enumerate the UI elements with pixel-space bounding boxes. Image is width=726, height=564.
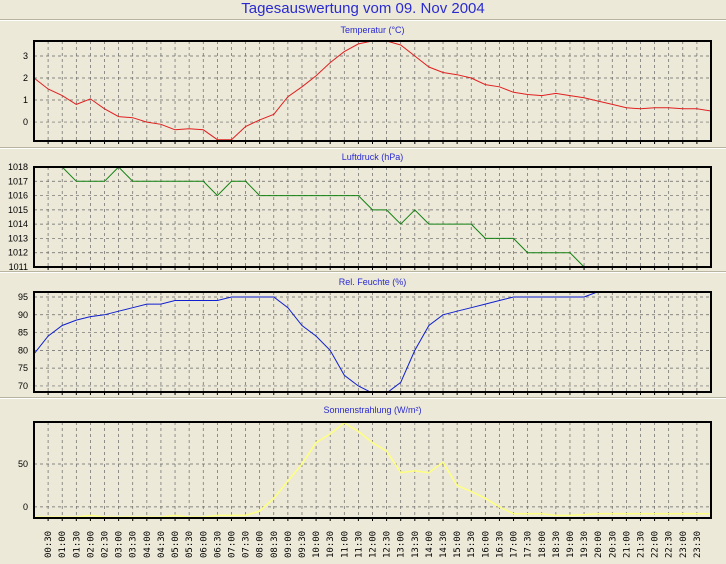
x-tick-label: 18:00 — [538, 531, 548, 558]
x-tick-label: 08:30 — [270, 531, 280, 558]
x-tick-label: 12:30 — [383, 531, 393, 558]
x-tick-label: 07:00 — [227, 531, 237, 558]
x-tick-label: 12:00 — [369, 531, 379, 558]
x-tick-label: 05:30 — [185, 531, 195, 558]
x-tick-label: 17:30 — [524, 531, 534, 558]
x-tick-label: 01:00 — [58, 531, 68, 558]
x-tick-label: 02:30 — [101, 531, 111, 558]
x-tick-label: 16:30 — [495, 531, 505, 558]
x-tick-label: 15:00 — [453, 531, 463, 558]
x-tick-label: 18:30 — [552, 531, 562, 558]
x-tick-label: 22:00 — [651, 531, 661, 558]
page-title: Tagesauswertung vom 09. Nov 2004 — [241, 0, 485, 17]
plot-frame — [33, 166, 712, 268]
y-tick-label: 0 — [23, 502, 28, 512]
y-tick-label: 0 — [23, 117, 28, 127]
y-tick-label: 75 — [18, 363, 28, 373]
x-tick-label: 23:30 — [693, 531, 703, 558]
x-tick-label: 23:00 — [679, 531, 689, 558]
x-tick-label: 02:00 — [86, 531, 96, 558]
series-line — [34, 292, 600, 392]
plot-frame — [33, 40, 712, 142]
divider — [0, 397, 726, 399]
x-tick-label: 06:30 — [213, 531, 223, 558]
x-tick-label: 09:00 — [284, 531, 294, 558]
x-tick-label: 01:30 — [72, 531, 82, 558]
x-tick-label: 15:30 — [467, 531, 477, 558]
x-tick-label: 09:30 — [298, 531, 308, 558]
x-tick-label: 08:00 — [256, 531, 266, 558]
y-tick-label: 1016 — [8, 191, 28, 201]
y-tick-label: 80 — [18, 345, 28, 355]
divider — [0, 19, 726, 21]
x-tick-label: 04:00 — [143, 531, 153, 558]
x-tick-label: 11:30 — [354, 531, 364, 558]
x-tick-label: 19:00 — [566, 531, 576, 558]
x-tick-label: 14:00 — [425, 531, 435, 558]
plot-frame — [33, 421, 712, 519]
y-tick-label: 1018 — [8, 162, 28, 172]
x-tick-label: 00:30 — [44, 531, 54, 558]
y-tick-label: 1015 — [8, 205, 28, 215]
x-tick-label: 20:00 — [594, 531, 604, 558]
x-tick-label: 10:00 — [312, 531, 322, 558]
y-tick-label: 1017 — [8, 176, 28, 186]
x-tick-label: 03:00 — [115, 531, 125, 558]
y-tick-label: 70 — [18, 381, 28, 391]
x-tick-label: 21:00 — [622, 531, 632, 558]
y-tick-label: 2 — [23, 73, 28, 83]
y-tick-label: 90 — [18, 310, 28, 320]
x-tick-label: 14:30 — [439, 531, 449, 558]
x-tick-label: 03:30 — [129, 531, 139, 558]
y-tick-label: 1011 — [9, 262, 28, 272]
x-tick-label: 13:30 — [411, 531, 421, 558]
divider — [0, 147, 726, 149]
x-tick-label: 22:30 — [665, 531, 675, 558]
divider — [0, 271, 726, 273]
y-tick-label: 3 — [23, 51, 28, 61]
x-tick-label: 19:30 — [580, 531, 590, 558]
y-tick-label: 1012 — [8, 248, 28, 258]
y-tick-label: 50 — [18, 459, 28, 469]
x-tick-label: 05:00 — [171, 531, 181, 558]
x-tick-label: 10:30 — [326, 531, 336, 558]
chart-title: Luftdruck (hPa) — [342, 152, 404, 162]
chart-title: Temperatur (°C) — [340, 25, 404, 35]
y-tick-label: 1 — [23, 95, 28, 105]
x-tick-label: 20:30 — [608, 531, 618, 558]
y-tick-label: 1014 — [8, 219, 28, 229]
chart-title: Sonnenstrahlung (W/m²) — [323, 405, 421, 415]
x-tick-label: 16:00 — [481, 531, 491, 558]
plot-frame — [33, 291, 712, 393]
x-tick-label: 21:30 — [636, 531, 646, 558]
x-tick-label: 06:00 — [199, 531, 209, 558]
x-tick-label: 07:30 — [242, 531, 252, 558]
x-tick-label: 11:00 — [340, 531, 350, 558]
x-tick-label: 17:00 — [510, 531, 520, 558]
series-line — [61, 167, 585, 267]
x-tick-label: 04:30 — [157, 531, 167, 558]
x-tick-label: 13:00 — [397, 531, 407, 558]
y-tick-label: 85 — [18, 328, 28, 338]
y-tick-label: 1013 — [8, 233, 28, 243]
chart-title: Rel. Feuchte (%) — [339, 277, 407, 287]
series-line — [34, 41, 711, 141]
y-tick-label: 95 — [18, 292, 28, 302]
